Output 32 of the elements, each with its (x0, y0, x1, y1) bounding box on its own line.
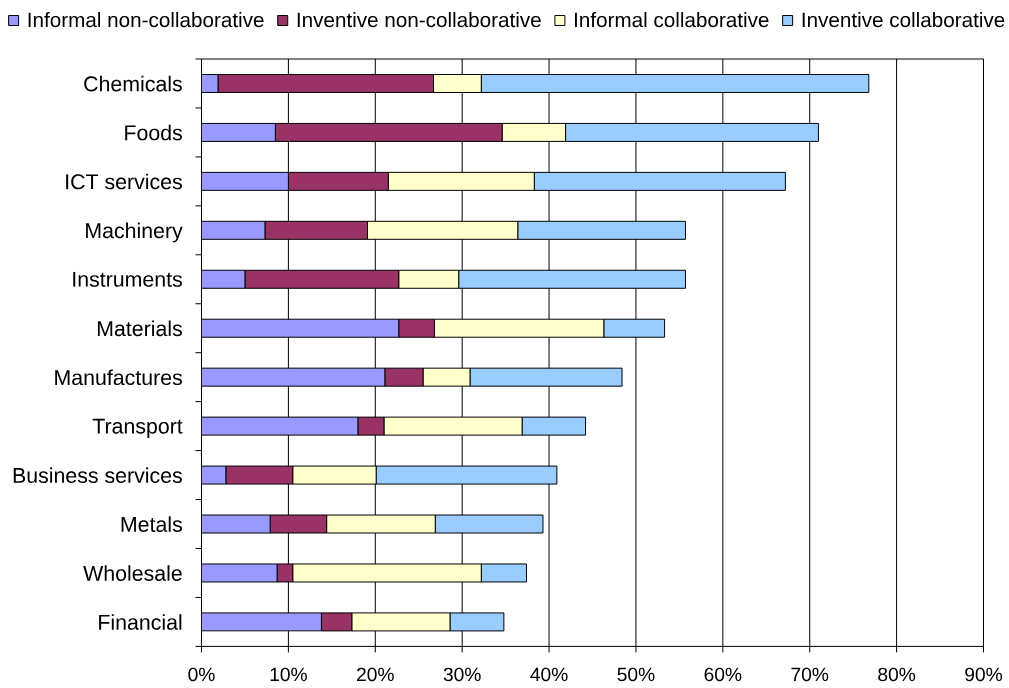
x-tick-label: 20% (357, 667, 394, 682)
x-tick-label: 60% (704, 667, 742, 682)
y-tick-label: Instruments (73, 271, 182, 287)
legend-label: Informal non-collaborative (28, 12, 264, 28)
bar (201, 318, 400, 338)
y-tick-label: Wholesale (83, 565, 182, 581)
x-tick-label: 0% (188, 667, 215, 682)
y-tick-label: Materials (97, 320, 182, 337)
legend-label: Inventive non-collaborative (297, 12, 541, 28)
y-tick-label: Financial (99, 614, 182, 630)
x-tick-label: 70% (791, 667, 829, 682)
y-tick-label: ICT services (66, 173, 182, 190)
x-tick-label: 40% (530, 667, 568, 682)
x-tick-label: 50% (617, 667, 655, 682)
bar (201, 220, 266, 240)
bar (201, 269, 246, 289)
y-tick-label: Transport (92, 418, 183, 438)
x-tick-label: 10% (270, 667, 307, 682)
y-tick-label: Metals (121, 516, 182, 532)
x-tick-label: 30% (443, 667, 481, 682)
bar (201, 367, 386, 387)
legend-label: Inventive collaborative (802, 12, 1005, 28)
y-tick-label: Chemicals (84, 75, 182, 92)
y-tick-label: Business services (13, 467, 182, 484)
y-tick-label: Foods (125, 124, 182, 141)
bar (201, 122, 276, 142)
x-tick-label: 90% (965, 667, 1003, 682)
legend-label: Informal collaborative (574, 12, 769, 28)
x-tick-label: 80% (878, 667, 916, 682)
bar (201, 171, 289, 191)
y-tick-label: Machinery (86, 222, 183, 243)
y-tick-label: Manufactures (55, 369, 182, 386)
